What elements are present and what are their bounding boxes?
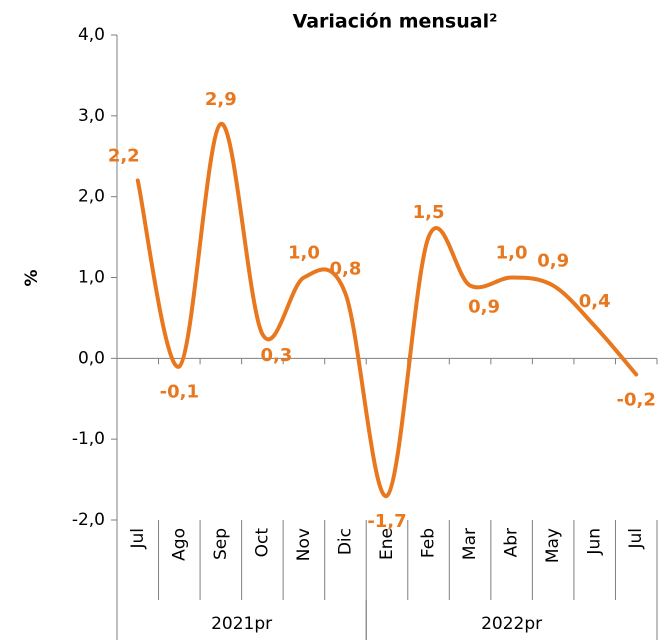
- data-label: 0,3: [260, 345, 292, 366]
- x-tick-label: Ene: [377, 528, 397, 560]
- data-label: 2,9: [205, 89, 237, 110]
- x-tick-label: Nov: [294, 528, 314, 561]
- y-tick-label: 1,0: [78, 268, 105, 288]
- x-tick-label: Feb: [419, 528, 439, 558]
- group-label: 2021pr: [211, 614, 272, 634]
- x-tick-label: Jul: [626, 528, 646, 550]
- y-axis-label: %: [22, 269, 42, 286]
- x-tick-label: Ago: [169, 528, 189, 561]
- y-tick-label: -1,0: [72, 429, 105, 449]
- x-tick-label: Jul: [128, 528, 148, 550]
- data-label: 0,4: [579, 291, 611, 312]
- data-label: 1,0: [288, 243, 320, 264]
- y-tick-label: 0,0: [78, 348, 105, 368]
- data-label: -1,7: [367, 511, 406, 532]
- data-label: -0,1: [160, 381, 199, 402]
- y-tick-label: -2,0: [72, 510, 105, 530]
- y-tick-label: 3,0: [78, 106, 105, 126]
- x-tick-label: May: [543, 528, 563, 563]
- data-label: -0,2: [617, 390, 656, 411]
- x-tick-label: Sep: [211, 528, 231, 560]
- y-tick-label: 2,0: [78, 187, 105, 207]
- data-label: 1,0: [496, 243, 528, 264]
- x-tick-label: Mar: [460, 528, 480, 560]
- data-label: 0,9: [537, 251, 569, 272]
- x-tick-label: Oct: [252, 528, 272, 558]
- data-label: 2,2: [108, 146, 140, 167]
- line: [135, 121, 639, 498]
- x-tick-label: Jun: [585, 528, 605, 556]
- data-label: 1,5: [413, 202, 445, 223]
- data-label: 0,8: [330, 259, 362, 280]
- chart-title: Variación mensual²: [293, 11, 498, 33]
- x-tick-label: Abr: [502, 528, 522, 557]
- group-label: 2022pr: [481, 614, 542, 634]
- x-tick-label: Dic: [335, 528, 355, 555]
- y-tick-label: 4,0: [78, 25, 105, 45]
- data-label: 0,9: [468, 297, 500, 318]
